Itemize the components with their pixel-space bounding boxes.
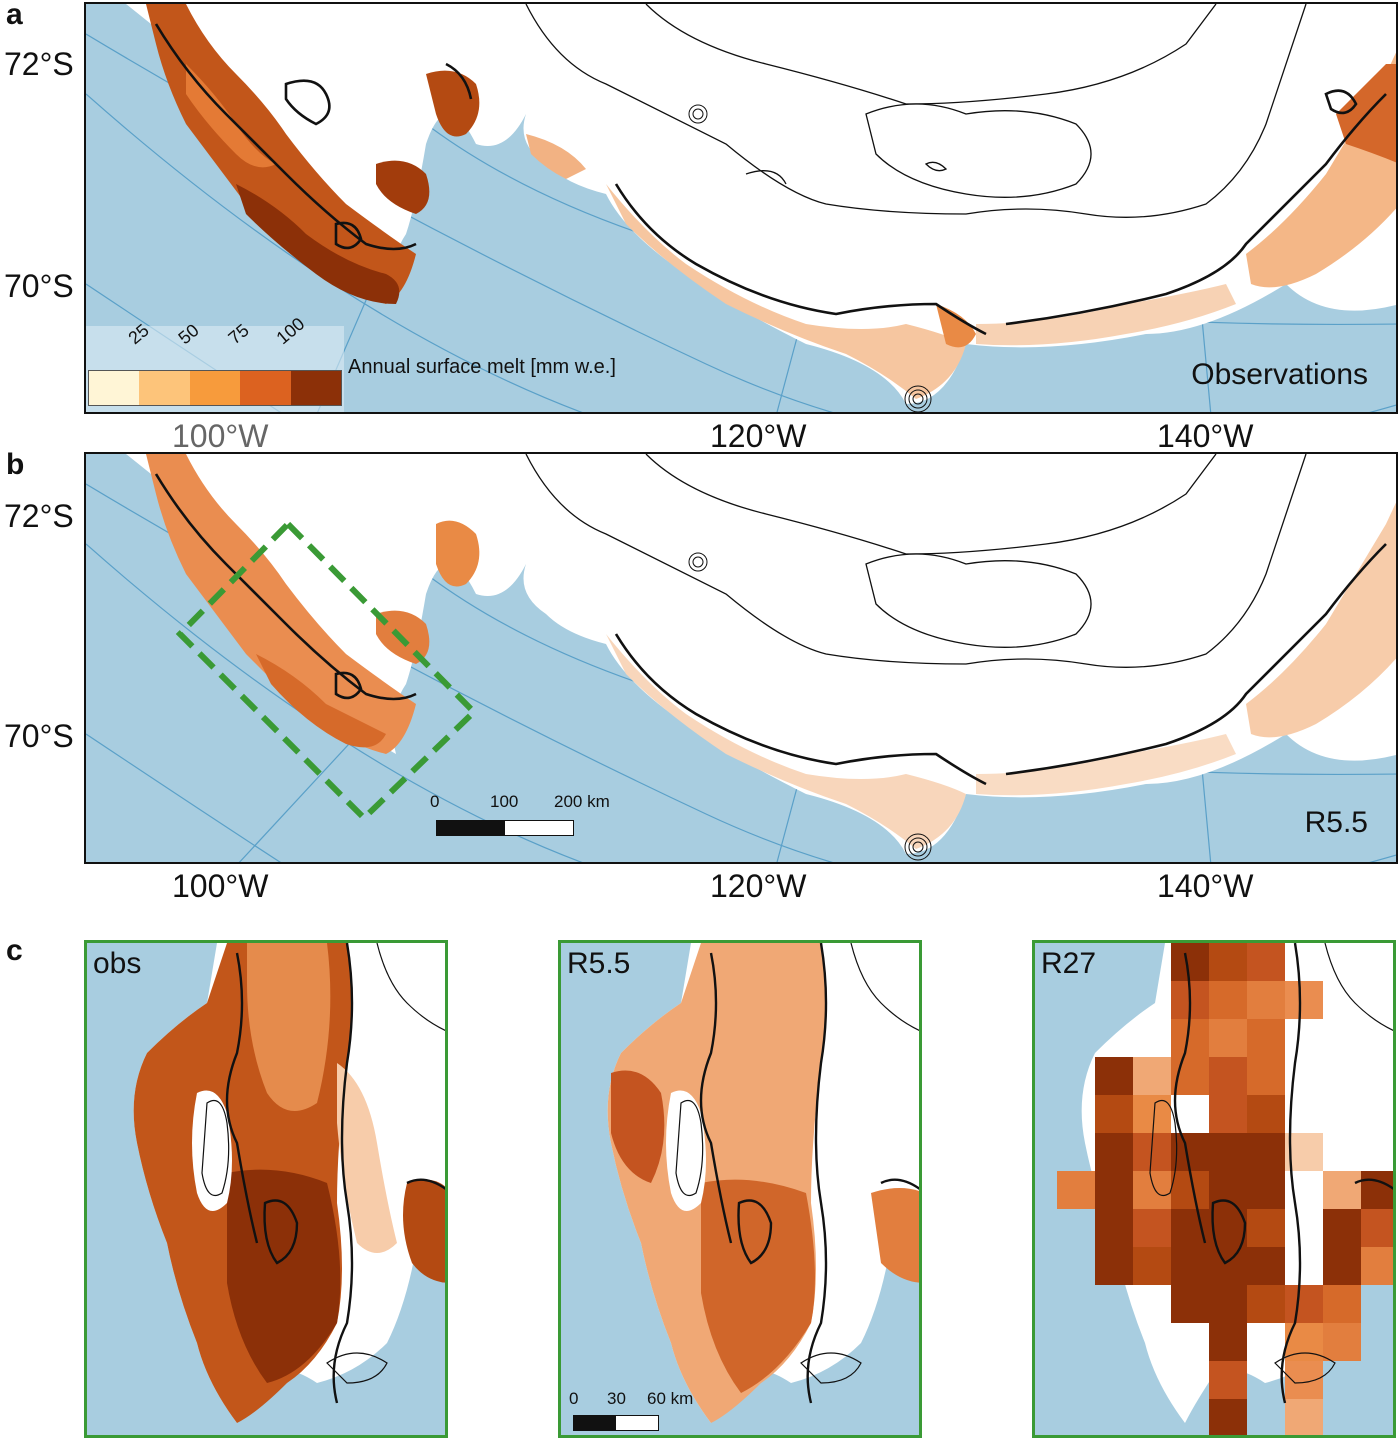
inset-obs: obs (84, 940, 448, 1438)
inset-scalebar-label-0: 0 (569, 1389, 579, 1408)
inset-r27-canvas (1057, 943, 1393, 1435)
inset-r55: R5.5 0 30 60 km (558, 940, 922, 1438)
legend-colorbar (88, 370, 342, 406)
inset-title-r27: R27 (1041, 947, 1097, 980)
panel-label-b: b (6, 448, 25, 481)
lat-label-70-a: 70°S (4, 268, 74, 304)
inset-r27: R27 (1032, 940, 1396, 1438)
scalebar-b (436, 820, 574, 836)
lon-label-100-b: 100°W (172, 868, 269, 904)
legend-swatch-4 (240, 371, 291, 405)
inset-title-r55: R5.5 (567, 947, 631, 980)
lat-label-70-b: 70°S (4, 718, 74, 754)
lon-label-120-a: 120°W (710, 418, 807, 454)
lon-label-140-b: 140°W (1157, 868, 1254, 904)
lon-label-100-a: 100°W (172, 418, 269, 454)
legend-panel: 25 50 75 100 (86, 314, 344, 412)
legend-swatch-2 (139, 371, 190, 405)
inset-scalebar (573, 1415, 659, 1431)
legend-swatch-5 (290, 371, 342, 405)
lat-label-72-b: 72°S (4, 498, 74, 534)
scalebar-label-200: 200 km (554, 792, 610, 811)
panel-label-c: c (6, 934, 23, 967)
inset-scalebar-label-30: 30 (607, 1389, 626, 1408)
lon-label-140-a: 140°W (1157, 418, 1254, 454)
map-r55-canvas (86, 454, 1396, 862)
r27-grid-cells (1057, 943, 1393, 1435)
inset-scalebar-label-60: 60 km (647, 1389, 694, 1408)
scalebar-label-0: 0 (430, 792, 440, 811)
map-title-observations: Observations (1191, 358, 1368, 391)
lat-label-72-a: 72°S (4, 46, 74, 82)
legend-title: Annual surface melt [mm w.e.] (348, 356, 616, 378)
map-observations: 25 50 75 100 Annual surface melt [mm w.e… (84, 2, 1398, 414)
map-observations-canvas (86, 4, 1396, 412)
panel-label-a: a (6, 0, 23, 31)
inset-extent-box (175, 519, 479, 823)
inset-r55-canvas (607, 943, 919, 1423)
legend-swatch-1 (89, 371, 140, 405)
lon-label-120-b: 120°W (710, 868, 807, 904)
map-title-r55: R5.5 (1304, 806, 1368, 839)
inset-obs-canvas (133, 943, 445, 1423)
inset-title-obs: obs (93, 947, 142, 980)
scalebar-label-100: 100 (490, 792, 519, 811)
map-r55: 0 100 200 km R5.5 (84, 452, 1398, 864)
legend-swatch-3 (189, 371, 241, 405)
